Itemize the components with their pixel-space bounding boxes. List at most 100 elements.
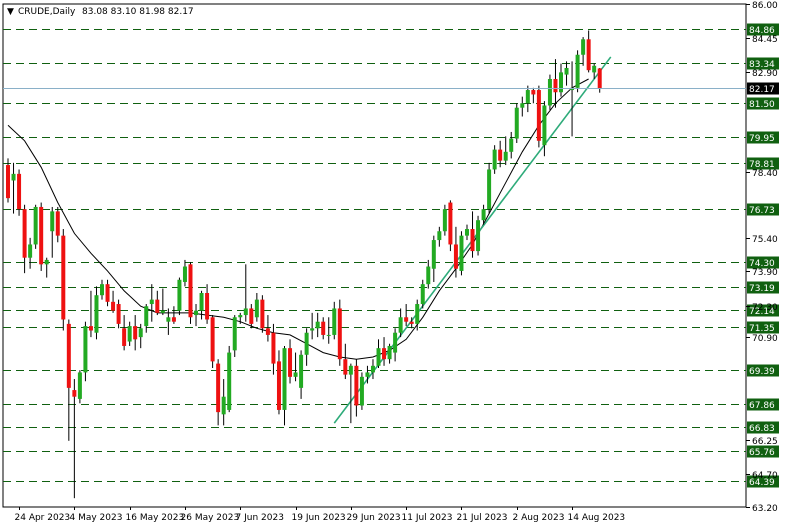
- bullish-candle: [481, 209, 486, 221]
- bullish-candle: [177, 279, 182, 311]
- bullish-candle: [514, 107, 519, 139]
- candles: [6, 30, 602, 499]
- level-label-bg: [747, 131, 779, 144]
- bullish-candle: [442, 209, 447, 232]
- level-label: 79.95: [749, 134, 775, 144]
- bearish-candle: [536, 90, 541, 141]
- bearish-candle: [171, 317, 176, 322]
- x-tick-label: 4 May 2023: [70, 513, 123, 523]
- bearish-candle: [343, 359, 348, 375]
- bearish-candle: [404, 317, 409, 322]
- bullish-candle: [332, 308, 337, 335]
- bearish-candle: [116, 304, 121, 324]
- bullish-candle: [28, 244, 33, 258]
- bullish-candle: [227, 352, 232, 410]
- x-tick-label: 11 Jul 2023: [402, 513, 453, 523]
- bullish-candle: [547, 79, 552, 106]
- bearish-candle: [22, 209, 27, 258]
- bullish-candle: [144, 306, 149, 327]
- bullish-candle: [199, 293, 204, 311]
- bearish-candle: [409, 321, 414, 324]
- bearish-candle: [188, 264, 193, 318]
- bearish-candle: [6, 165, 10, 199]
- bearish-candle: [276, 361, 281, 410]
- bullish-candle: [387, 345, 392, 360]
- level-label-bg: [747, 256, 779, 269]
- bullish-candle: [94, 295, 99, 333]
- bearish-candle: [288, 348, 293, 377]
- level-label-bg: [747, 398, 779, 411]
- bearish-candle: [354, 365, 359, 406]
- bullish-candle: [160, 310, 165, 313]
- level-label-bg: [747, 304, 779, 317]
- bullish-candle: [437, 231, 442, 241]
- bullish-candle: [11, 173, 16, 181]
- y-tick-label: 70.90: [752, 334, 778, 344]
- chart-header: ▼ CRUDE,Daily 83.08 83.10 81.98 82.17: [7, 7, 194, 17]
- header-ohlc: 83.08 83.10 81.98 82.17: [82, 7, 194, 17]
- bullish-candle: [77, 372, 82, 399]
- bullish-candle: [393, 332, 398, 353]
- current-price-line: 82.17: [3, 82, 779, 95]
- bullish-candle: [464, 229, 469, 236]
- bearish-candle: [271, 332, 276, 364]
- bullish-candle: [525, 90, 530, 104]
- level-label-bg: [747, 364, 779, 377]
- bearish-candle: [205, 293, 210, 320]
- bullish-candle: [370, 365, 375, 373]
- current-price-label-bg: [747, 82, 779, 95]
- bullish-candle: [415, 304, 420, 324]
- bearish-candle: [39, 206, 44, 265]
- bearish-candle: [105, 284, 110, 302]
- bearish-candle: [448, 202, 453, 245]
- horizontal-levels: 84.86 83.34 81.50 79.95 78.81 76.73 74.30 73.19…: [3, 23, 779, 488]
- current-price-label: 82.17: [749, 85, 775, 95]
- bearish-candle: [122, 328, 127, 346]
- bearish-candle: [382, 348, 387, 360]
- level-label: 83.34: [749, 60, 775, 70]
- bullish-candle: [503, 151, 508, 161]
- y-tick-label: 63.20: [752, 504, 778, 514]
- level-label-bg: [747, 475, 779, 488]
- moving-average: [7, 78, 589, 360]
- header-menu-icon[interactable]: ▼: [7, 7, 14, 17]
- bullish-candle: [44, 259, 49, 265]
- bullish-candle: [138, 328, 143, 338]
- x-tick-label: 2 Aug 2023: [513, 513, 565, 523]
- bullish-candle: [581, 39, 586, 55]
- level-label-bg: [747, 203, 779, 216]
- bullish-candle: [127, 326, 132, 342]
- bullish-candle: [559, 72, 563, 93]
- bullish-candle: [304, 332, 309, 355]
- bullish-candle: [520, 103, 525, 108]
- level-label-bg: [747, 57, 779, 70]
- bearish-candle: [498, 149, 503, 161]
- bullish-candle: [492, 149, 497, 170]
- bullish-candle: [243, 308, 248, 316]
- level-label: 69.39: [749, 367, 775, 377]
- price-axis: 86.00 84.45 82.90 78.40 75.40 73.90 72.30 70.90…: [746, 1, 778, 514]
- level-label: 76.73: [749, 206, 775, 216]
- bearish-candle: [55, 211, 60, 236]
- x-tick-label: 7 Jun 2023: [236, 513, 284, 523]
- level-label: 84.86: [749, 26, 775, 36]
- level-label-bg: [747, 157, 779, 170]
- plot-area: [2, 3, 747, 508]
- bullish-candle: [238, 315, 243, 318]
- bullish-candle: [348, 365, 353, 375]
- bearish-candle: [260, 299, 265, 329]
- y-tick-label: 75.40: [752, 235, 778, 245]
- bullish-candle: [326, 334, 331, 336]
- bearish-candle: [453, 244, 458, 269]
- level-label: 71.35: [749, 324, 775, 334]
- y-tick-label: 66.25: [752, 437, 778, 447]
- bearish-candle: [470, 229, 475, 252]
- x-tick-label: 16 May 2023: [126, 513, 185, 523]
- level-label: 64.39: [749, 478, 775, 488]
- bullish-candle: [487, 169, 492, 210]
- level-label: 81.50: [749, 100, 775, 110]
- y-tick-label: 86.00: [752, 1, 778, 11]
- bullish-candle: [149, 299, 154, 305]
